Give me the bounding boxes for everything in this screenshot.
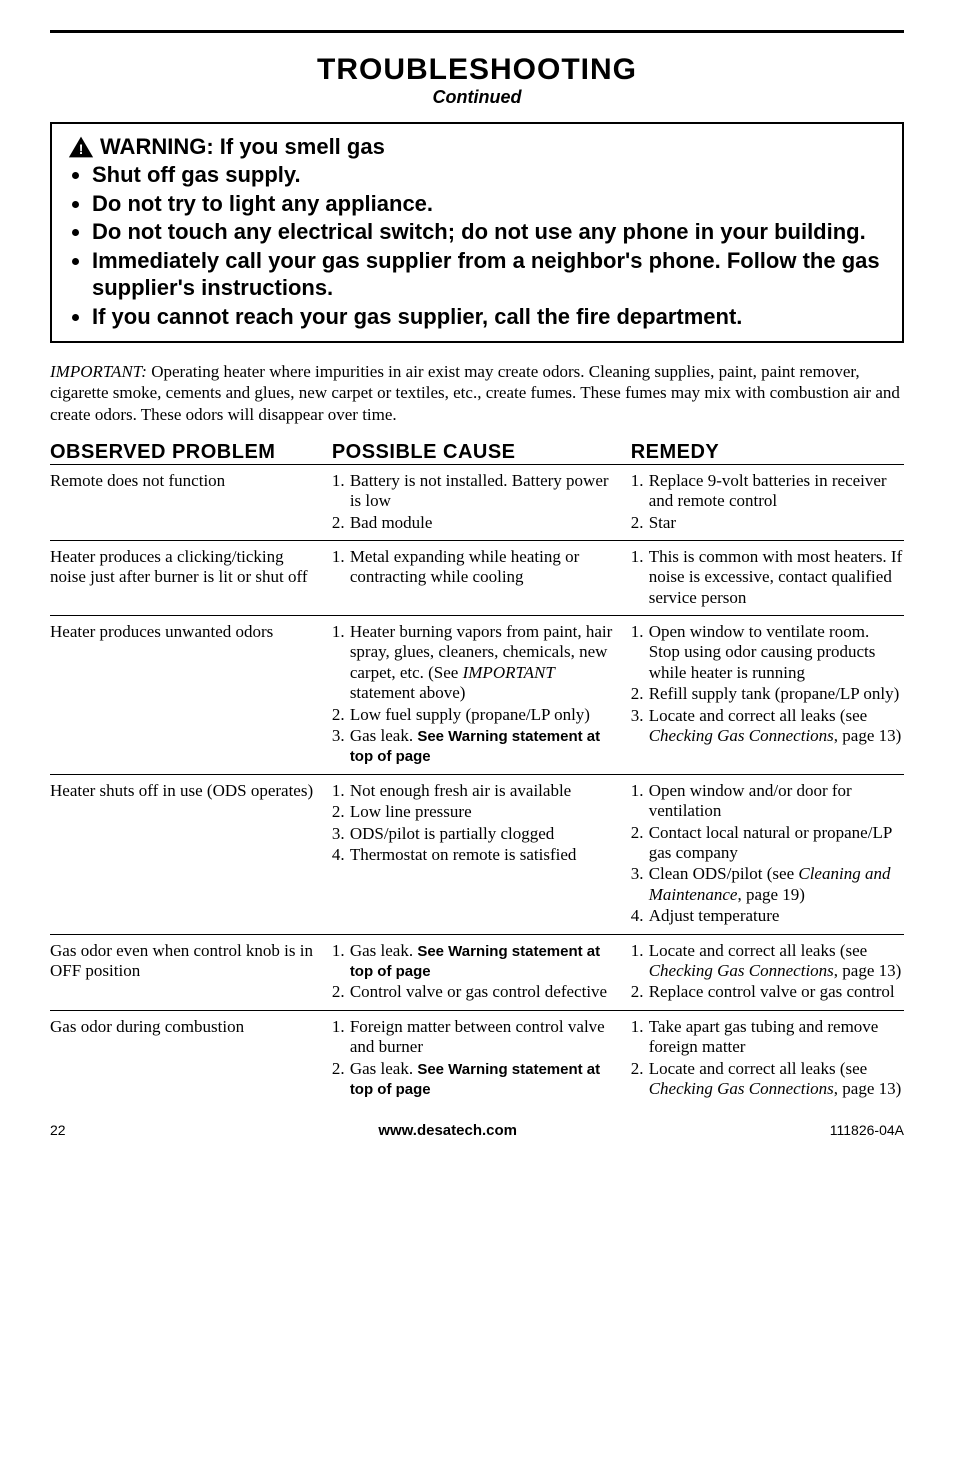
header-remedy: REMEDY	[631, 441, 904, 464]
warning-item: Immediately call your gas supplier from …	[92, 247, 886, 302]
cause-cell: 1.Heater burning vapors from paint, hair…	[332, 622, 631, 768]
page-footer: 22 www.desatech.com 111826-04A	[50, 1122, 904, 1139]
remedy-item: 2.Contact local natural or propane/LP ga…	[631, 823, 904, 864]
remedy-cell: 1.This is common with most heaters. If n…	[631, 547, 904, 609]
cause-item: 2.Low fuel supply (propane/LP only)	[332, 705, 619, 725]
column-headers: OBSERVED PROBLEM POSSIBLE CAUSE REMEDY	[50, 441, 904, 464]
important-lead: IMPORTANT:	[50, 362, 147, 381]
remedy-item: 4.Adjust temperature	[631, 906, 904, 926]
header-cause: POSSIBLE CAUSE	[332, 441, 631, 464]
table-row: Gas odor during combustion1.Foreign matt…	[50, 1010, 904, 1107]
problem-cell: Remote does not function	[50, 471, 332, 534]
top-rule	[50, 30, 904, 33]
remedy-item: 1.Open window and/or door for ventilatio…	[631, 781, 904, 822]
cause-cell: 1.Battery is not installed. Battery powe…	[332, 471, 631, 534]
cause-item: 1.Metal expanding while heating or contr…	[332, 547, 619, 588]
cause-cell: 1.Metal expanding while heating or contr…	[332, 547, 631, 609]
important-body: Operating heater where impurities in air…	[50, 362, 900, 424]
cause-cell: 1.Foreign matter between control valve a…	[332, 1017, 631, 1101]
table-row: Gas odor even when control knob is in OF…	[50, 934, 904, 1010]
remedy-item: 1.Replace 9-volt batteries in receiver a…	[631, 471, 904, 512]
table-row: Heater shuts off in use (ODS operates)1.…	[50, 774, 904, 934]
warning-icon: !	[68, 135, 94, 159]
cause-item: 3.Gas leak. See Warning statement at top…	[332, 726, 619, 767]
cause-item: 1.Heater burning vapors from paint, hair…	[332, 622, 619, 704]
remedy-item: 3.Locate and correct all leaks (see Chec…	[631, 706, 904, 747]
header-observed: OBSERVED PROBLEM	[50, 441, 332, 464]
cause-item: 1.Battery is not installed. Battery powe…	[332, 471, 619, 512]
remedy-item: 1.This is common with most heaters. If n…	[631, 547, 904, 608]
table-row: Remote does not function1.Battery is not…	[50, 464, 904, 540]
remedy-item: 2.Replace control valve or gas control	[631, 982, 904, 1002]
remedy-cell: 1.Open window and/or door for ventilatio…	[631, 781, 904, 928]
remedy-item: 1.Locate and correct all leaks (see Chec…	[631, 941, 904, 982]
page-title: TROUBLESHOOTING	[50, 53, 904, 87]
footer-url: www.desatech.com	[378, 1122, 517, 1139]
remedy-item: 2.Locate and correct all leaks (see Chec…	[631, 1059, 904, 1100]
warning-item: Shut off gas supply.	[92, 161, 886, 189]
remedy-item: 3.Clean ODS/pilot (see Cleaning and Main…	[631, 864, 904, 905]
warning-item: Do not touch any electrical switch; do n…	[92, 218, 886, 246]
warning-list: Shut off gas supply.Do not try to light …	[68, 161, 886, 330]
remedy-cell: 1.Locate and correct all leaks (see Chec…	[631, 941, 904, 1004]
title-block: TROUBLESHOOTING Continued	[50, 53, 904, 108]
remedy-cell: 1.Replace 9-volt batteries in receiver a…	[631, 471, 904, 534]
cause-item: 1.Not enough fresh air is available	[332, 781, 619, 801]
table-row: Heater produces unwanted odors1.Heater b…	[50, 615, 904, 774]
cause-cell: 1.Not enough fresh air is available2.Low…	[332, 781, 631, 928]
footer-page-number: 22	[50, 1122, 66, 1138]
svg-text:!: !	[79, 141, 84, 157]
warning-item: Do not try to light any appliance.	[92, 190, 886, 218]
troubleshooting-rows: Remote does not function1.Battery is not…	[50, 464, 904, 1107]
problem-cell: Heater produces unwanted odors	[50, 622, 332, 768]
cause-cell: 1.Gas leak. See Warning statement at top…	[332, 941, 631, 1004]
problem-cell: Heater produces a clicking/ticking noise…	[50, 547, 332, 609]
problem-cell: Heater shuts off in use (ODS operates)	[50, 781, 332, 928]
cause-item: 4.Thermostat on remote is satisfied	[332, 845, 619, 865]
problem-cell: Gas odor even when control knob is in OF…	[50, 941, 332, 1004]
cause-item: 1.Foreign matter between control valve a…	[332, 1017, 619, 1058]
cause-item: 2.Control valve or gas control defective	[332, 982, 619, 1002]
remedy-cell: 1.Take apart gas tubing and remove forei…	[631, 1017, 904, 1101]
warning-heading-text: WARNING: If you smell gas	[100, 134, 385, 160]
cause-item: 3.ODS/pilot is partially clogged	[332, 824, 619, 844]
remedy-cell: 1.Open window to ventilate room. Stop us…	[631, 622, 904, 768]
cause-item: 2.Low line pressure	[332, 802, 619, 822]
warning-item: If you cannot reach your gas supplier, c…	[92, 303, 886, 331]
remedy-item: 2.Star	[631, 513, 904, 533]
cause-item: 1.Gas leak. See Warning statement at top…	[332, 941, 619, 982]
warning-heading: ! WARNING: If you smell gas	[68, 134, 886, 160]
remedy-item: 1.Open window to ventilate room. Stop us…	[631, 622, 904, 683]
problem-cell: Gas odor during combustion	[50, 1017, 332, 1101]
page-subtitle: Continued	[50, 87, 904, 108]
cause-item: 2.Gas leak. See Warning statement at top…	[332, 1059, 619, 1100]
warning-box: ! WARNING: If you smell gas Shut off gas…	[50, 122, 904, 343]
remedy-item: 2.Refill supply tank (propane/LP only)	[631, 684, 904, 704]
remedy-item: 1.Take apart gas tubing and remove forei…	[631, 1017, 904, 1058]
cause-item: 2.Bad module	[332, 513, 619, 533]
table-row: Heater produces a clicking/ticking noise…	[50, 540, 904, 615]
important-paragraph: IMPORTANT: Operating heater where impuri…	[50, 361, 904, 425]
footer-doc-id: 111826-04A	[830, 1122, 904, 1138]
